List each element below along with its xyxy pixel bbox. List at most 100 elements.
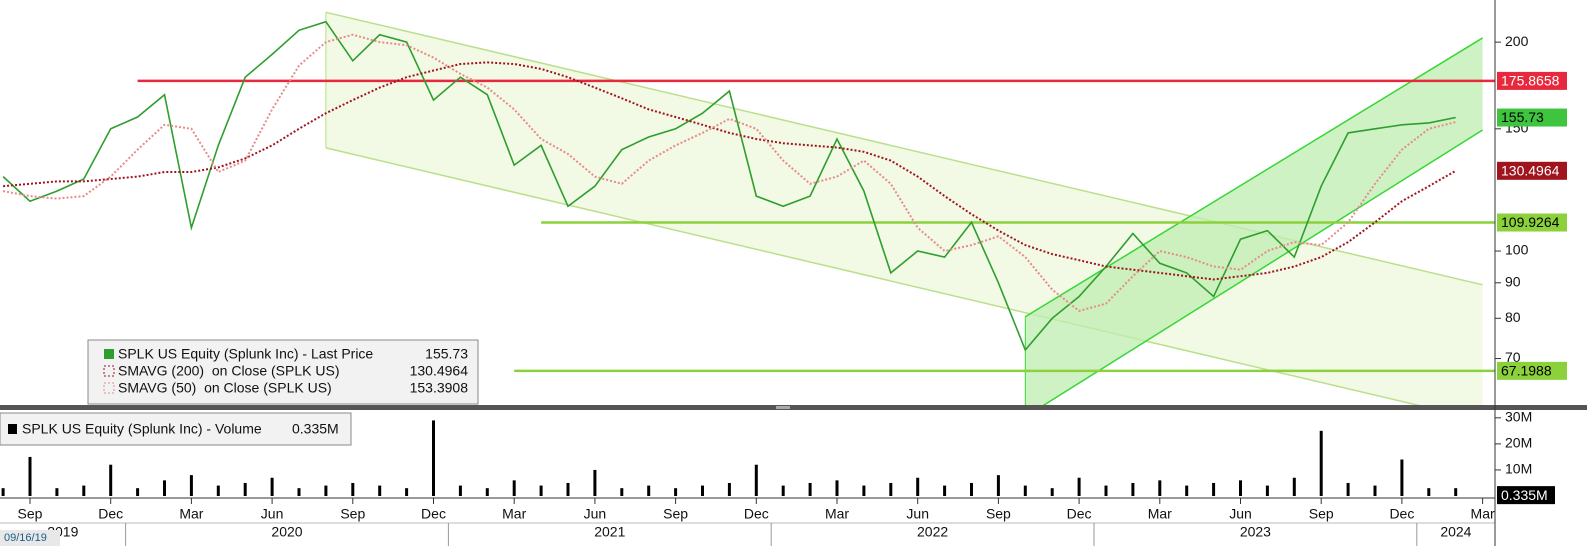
- legend-value: 0.335M: [292, 421, 339, 437]
- legend-swatch: [8, 424, 17, 434]
- series-line: [2, 20, 1456, 352]
- legend-box: [87, 339, 479, 405]
- x-tick-label: Mar: [1148, 506, 1172, 522]
- x-tick-label: Mar: [1471, 506, 1495, 522]
- legend-label: SPLK US Equity (Splunk Inc) - Volume: [22, 421, 262, 437]
- channel-line: [1042, 129, 1483, 405]
- price-legend: SPLK US Equity (Splunk Inc) - Last Price…: [87, 339, 479, 405]
- volume-bar: [270, 477, 274, 496]
- last-value-label-box: [1497, 108, 1567, 127]
- series-line: [2, 33, 1456, 312]
- divider-handle: [776, 406, 790, 409]
- x-tick-label: Jun: [584, 506, 607, 522]
- x-tick-label: Mar: [825, 506, 849, 522]
- legend-value: 155.73: [425, 346, 468, 362]
- legend-box: [0, 412, 352, 446]
- volume-bar: [1077, 477, 1081, 496]
- volume-bar: [943, 485, 947, 496]
- volume-bar: [324, 485, 328, 496]
- volume-bar: [512, 480, 516, 496]
- y-tick-label: 20M: [1505, 435, 1532, 451]
- date-stamp-box: [0, 530, 60, 546]
- level-label: 109.9264: [1501, 214, 1560, 230]
- legend-label: SPLK US Equity (Splunk Inc) - Last Price: [118, 346, 373, 362]
- volume-bar: [1346, 482, 1350, 496]
- volume-bar: [432, 420, 435, 496]
- volume-bar: [216, 485, 220, 496]
- volume-bar: [970, 482, 973, 496]
- x-tick-label: Dec: [1067, 506, 1092, 522]
- y-tick-label: 10M: [1505, 461, 1532, 477]
- legend-value: 130.4964: [410, 363, 469, 379]
- volume-bar: [405, 488, 409, 496]
- legend-swatch: [104, 349, 114, 359]
- volume-bar: [620, 488, 624, 496]
- volume-bar: [136, 488, 140, 496]
- volume-bar: [996, 475, 1000, 496]
- volume-bar: [163, 480, 166, 496]
- year-label: 2020: [271, 524, 302, 540]
- volume-bar: [916, 477, 920, 496]
- y-tick-label: 80: [1505, 309, 1521, 325]
- volume-bar: [1185, 485, 1189, 496]
- volume-bar: [647, 485, 651, 496]
- volume-bar: [1292, 477, 1296, 496]
- x-tick-label: Sep: [986, 506, 1011, 522]
- volume-bar: [28, 456, 32, 496]
- volume-bar: [1, 488, 5, 496]
- volume-bar: [1239, 480, 1242, 496]
- volume-bar: [1373, 485, 1377, 496]
- volume-bar: [1265, 485, 1269, 496]
- volume-bar: [754, 464, 758, 496]
- channel-line: [325, 147, 1421, 405]
- level-label: 175.8658: [1501, 73, 1560, 89]
- x-tick-label: Mar: [179, 506, 203, 522]
- volume-bar: [378, 485, 382, 496]
- y-tick-label: 90: [1505, 273, 1521, 289]
- y-tick-label: 70: [1505, 349, 1521, 365]
- level-label: 67.1988: [1501, 363, 1552, 379]
- x-tick-label: Jun: [906, 506, 929, 522]
- legend-value: 153.3908: [410, 380, 469, 396]
- last-volume-label: 0.335M: [1501, 487, 1548, 503]
- volume-bar: [1158, 480, 1162, 496]
- x-tick-label: Dec: [421, 506, 446, 522]
- volume-bar: [1427, 488, 1431, 496]
- volume-bar: [189, 475, 193, 496]
- volume-bar: [1454, 488, 1458, 496]
- legend-swatch: [103, 382, 115, 394]
- volume-bar: [539, 485, 543, 496]
- volume-bar: [109, 464, 113, 496]
- y-tick-label: 200: [1505, 33, 1529, 49]
- volume-bar: [835, 480, 839, 496]
- volume-bar: [297, 488, 301, 496]
- year-label: 2023: [1240, 524, 1271, 540]
- series-line: [3, 61, 1457, 281]
- level-label-box: [1497, 213, 1567, 232]
- volume-bar: [808, 482, 812, 496]
- volume-legend: SPLK US Equity (Splunk Inc) - Volume 0.3…: [0, 412, 352, 446]
- volume-bar: [727, 482, 731, 496]
- volume-bar: [1131, 482, 1135, 496]
- date-stamp: 09/16/19: [4, 532, 47, 544]
- year-label: 2022: [917, 524, 948, 540]
- x-tick-label: Jun: [261, 506, 284, 522]
- last-value-label-box: [1497, 161, 1567, 180]
- volume-bar: [55, 488, 59, 496]
- last-value-label: 155.73: [1501, 109, 1544, 125]
- volume-bar: [1023, 485, 1027, 496]
- price-plot: [2, 11, 1495, 405]
- volume-plot: 10M 20M 30M 0.335M: [1, 409, 1555, 505]
- volume-bar: [351, 482, 355, 496]
- volume-bar: [566, 482, 570, 496]
- x-tick-label: Dec: [744, 506, 769, 522]
- year-label: 2024: [1440, 524, 1471, 540]
- x-tick-label: Sep: [18, 506, 43, 522]
- price-axis: 708090100150200175.8658109.926467.198815…: [1495, 33, 1567, 380]
- legend-label: SMAVG (200) on Close (SPLK US): [118, 363, 339, 379]
- x-tick-label: Dec: [1389, 506, 1414, 522]
- volume-bar: [862, 485, 866, 496]
- volume-bar: [593, 469, 597, 496]
